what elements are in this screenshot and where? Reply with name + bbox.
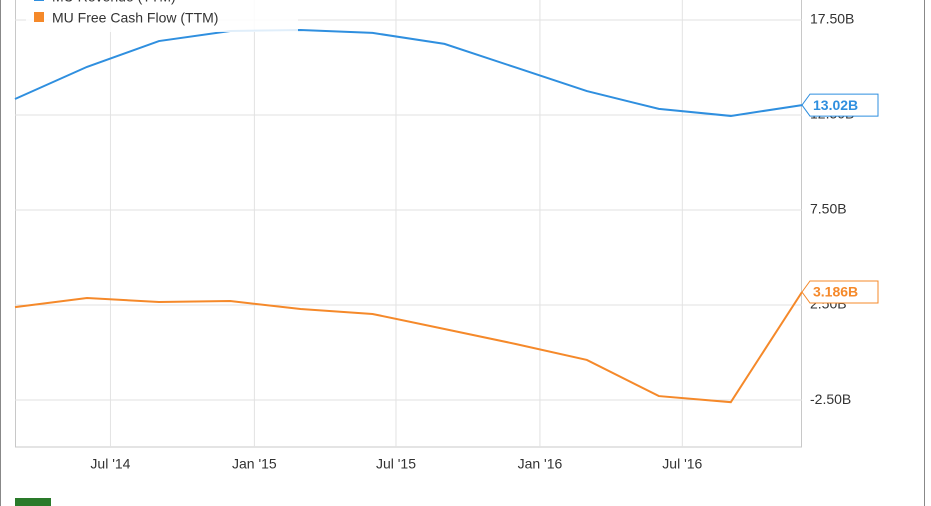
x-tick-label: Jul '16 [662,456,702,472]
value-label: 13.02B [801,93,879,117]
logo [15,498,51,506]
y-tick-label: 7.50B [810,201,847,217]
y-tick-label: -2.50B [810,391,851,407]
legend-label: MU Free Cash Flow (TTM) [52,10,218,26]
lines [14,29,803,404]
legend-box [26,0,298,32]
value-label: 3.186B [801,280,879,304]
value-label-text: 3.186B [813,284,858,300]
value-label-box [801,280,879,304]
value-label-box [801,93,879,117]
legend: MU Revenue (TTM) MU Free Cash Flow (TTM) [26,0,298,32]
series-line [14,291,803,404]
legend-swatch [34,12,44,22]
x-tick-label: Jul '15 [376,456,416,472]
logo-mark [15,498,51,506]
y-tick-label: 17.50B [810,11,854,27]
x-tick-label: Jan '15 [232,456,277,472]
value-label-text: 13.02B [813,97,858,113]
grid [15,0,802,447]
plot-area [15,0,802,448]
x-tick-label: Jul '14 [90,456,130,472]
x-tick-label: Jan '16 [518,456,563,472]
legend-label: MU Revenue (TTM) [52,0,176,5]
legend-swatch [34,0,44,1]
series-line [14,29,803,117]
